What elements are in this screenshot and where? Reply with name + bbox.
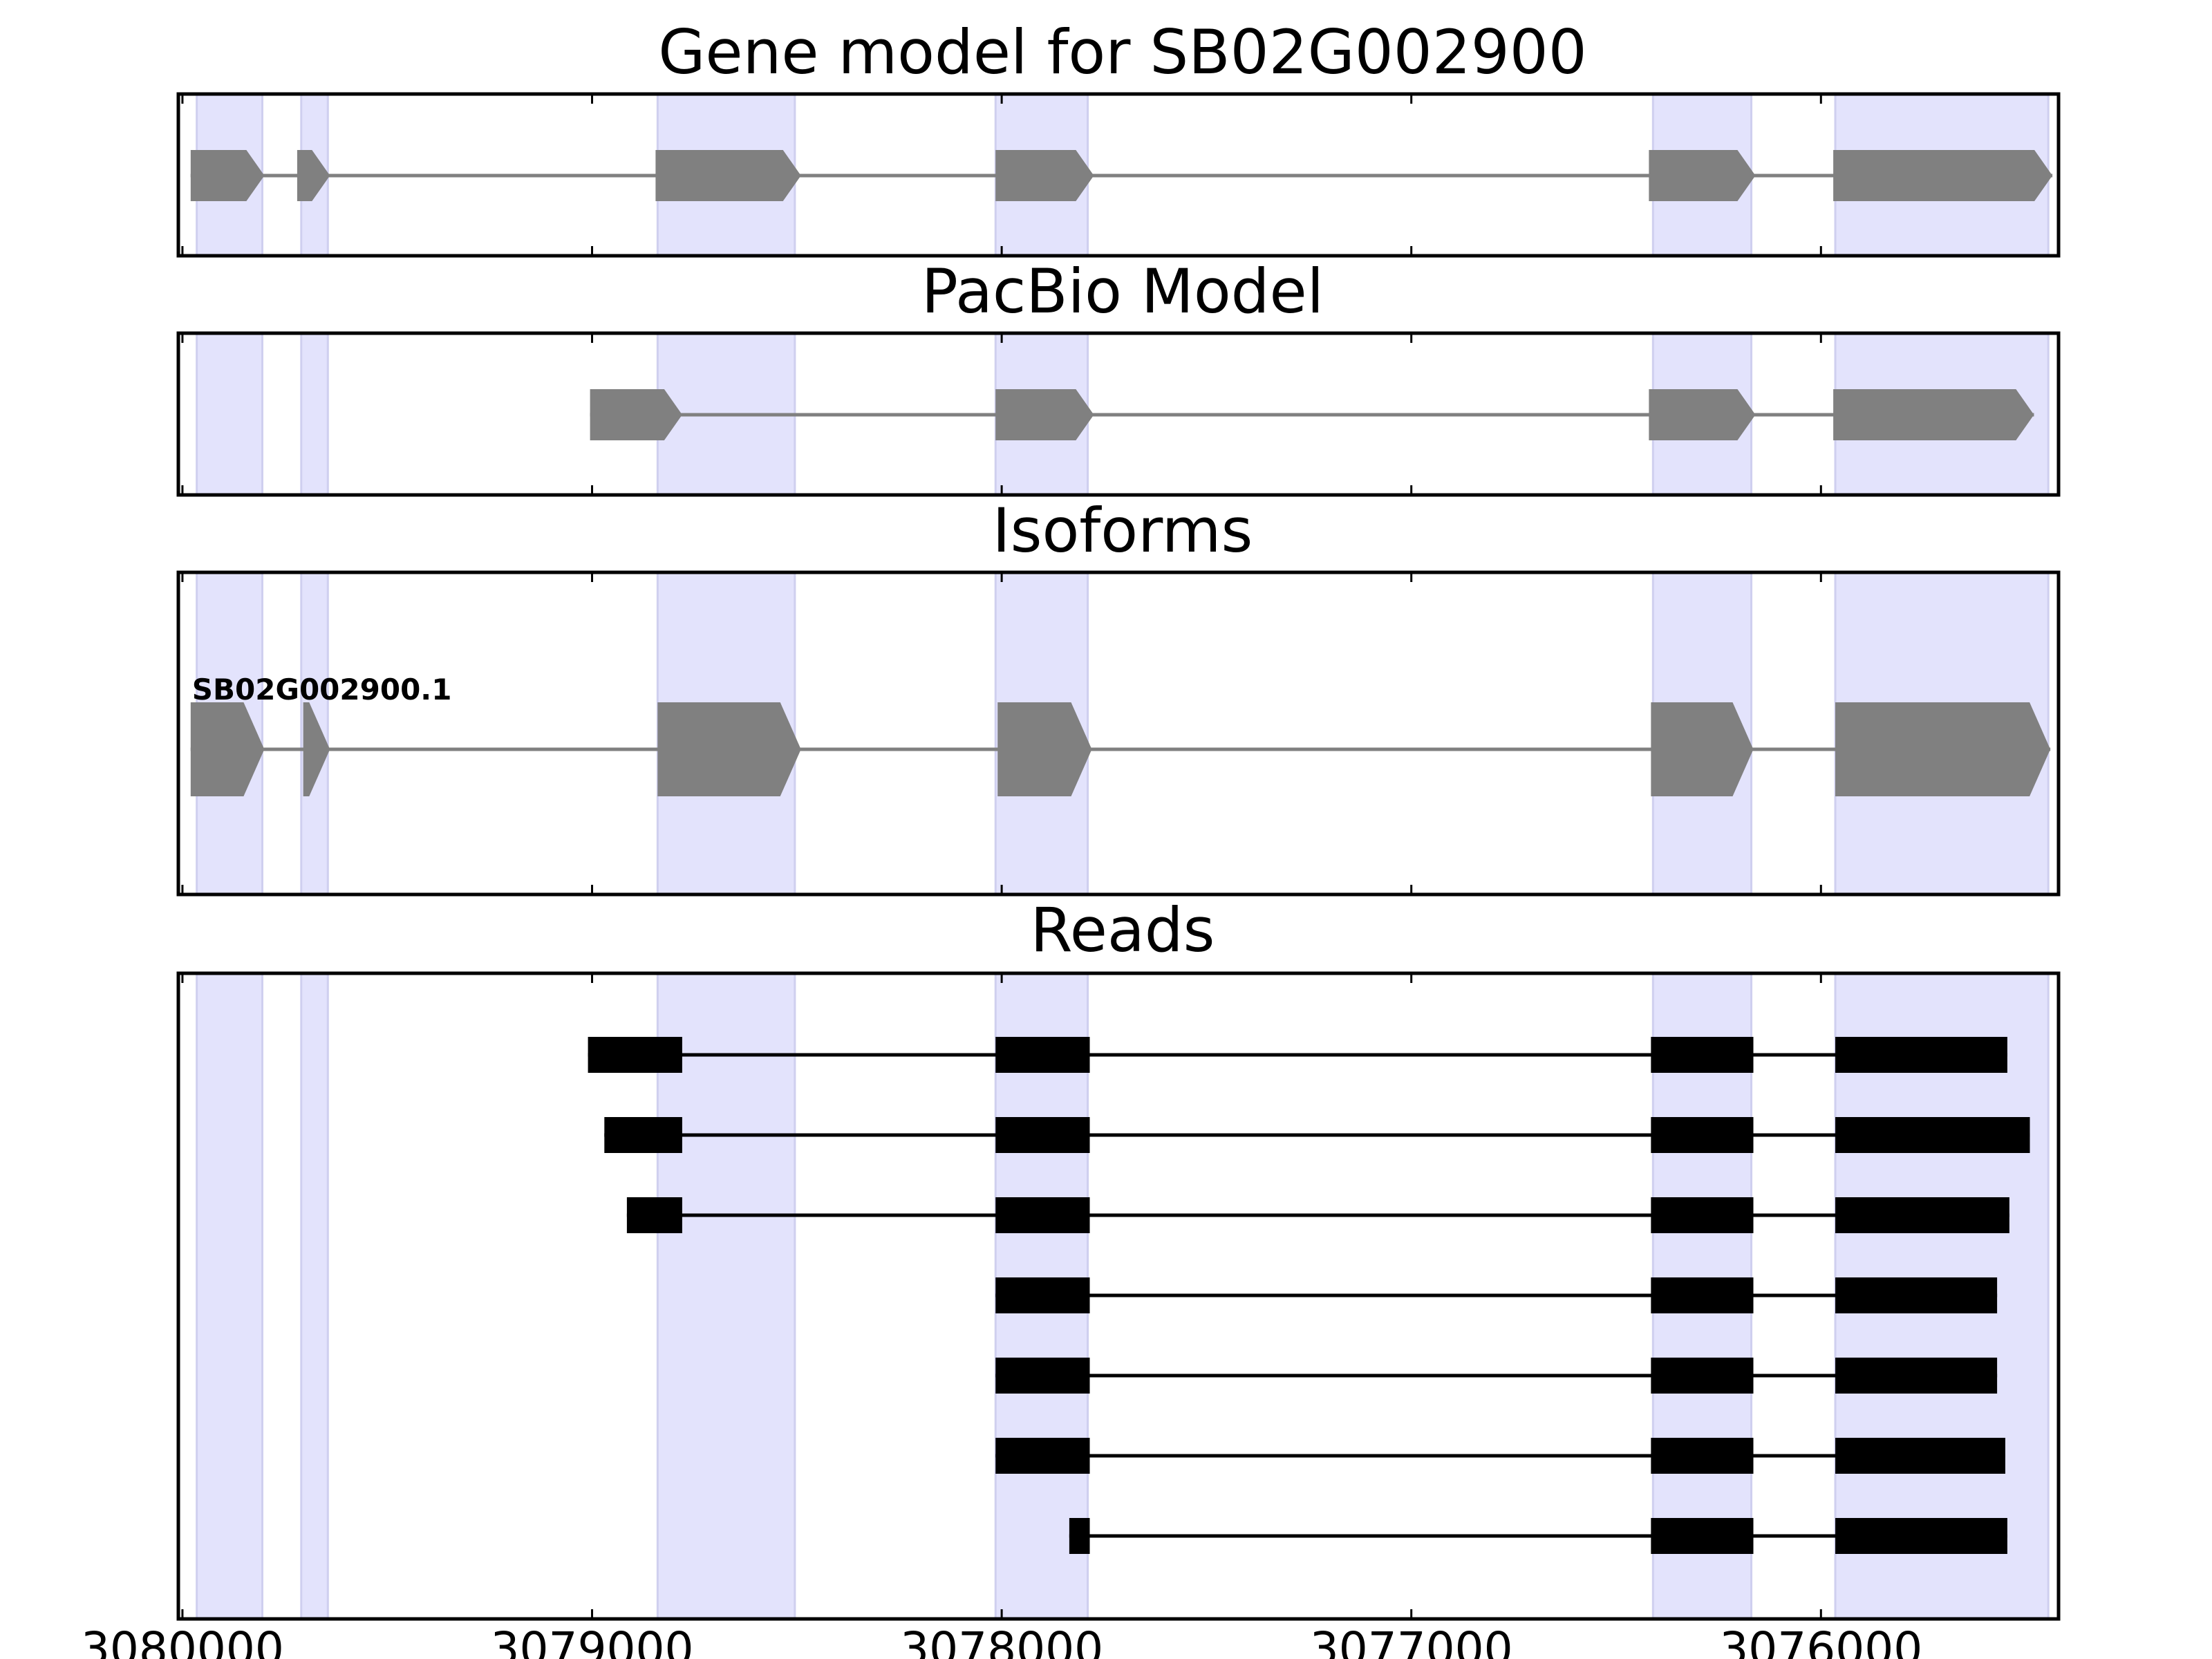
panel-frame [176, 971, 2061, 1621]
read-exon [1835, 1358, 1998, 1394]
exon-feature [995, 150, 1094, 201]
gene-track [190, 150, 2053, 201]
x-tick-label: 3076000 [1719, 1622, 1922, 1659]
panel-title: Reads [1031, 894, 1215, 966]
x-axis-tick-labels: 3080000 3079000 3078000 3077000 3076000 [81, 1622, 1922, 1659]
read-exon [1835, 1037, 2007, 1073]
read-exon [1651, 1518, 1754, 1554]
read-exon [1069, 1518, 1090, 1554]
read-exon [1835, 1518, 2007, 1554]
exon-feature [1649, 389, 1756, 440]
x-tick-label: 3080000 [81, 1622, 284, 1659]
exon-region-band [196, 972, 263, 1620]
read-track [995, 1277, 1998, 1313]
read-exon [995, 1277, 1090, 1313]
read-exon [995, 1358, 1090, 1394]
panel-3: SB02G002900.1 Isoforms [176, 495, 2061, 897]
read-track [588, 1037, 2007, 1073]
panel-2: PacBio Model [176, 256, 2061, 497]
read-exon [1835, 1277, 1998, 1313]
exon-feature [1833, 389, 2034, 440]
read-track [995, 1358, 1998, 1394]
read-exon [995, 1037, 1090, 1073]
panel-title: PacBio Model [921, 256, 1324, 327]
gene-track [590, 389, 2034, 440]
read-exon [1651, 1117, 1754, 1153]
read-exon [1835, 1117, 2030, 1153]
read-exon [1651, 1037, 1754, 1073]
exon-feature [1833, 150, 2053, 201]
read-exon [1835, 1438, 2005, 1474]
exon-feature [190, 150, 265, 201]
exon-feature [1649, 150, 1756, 201]
panel-1: Gene model for SB02G002900 [176, 17, 2061, 258]
read-exon [1835, 1197, 2009, 1233]
panel-title: Gene model for SB02G002900 [658, 17, 1587, 88]
exon-feature [190, 702, 265, 796]
exon-feature [995, 389, 1094, 440]
exon-feature [590, 389, 682, 440]
panel-frame [176, 570, 2061, 897]
read-exon [995, 1117, 1090, 1153]
exon-feature [1651, 702, 1754, 796]
panels-layer: Gene model for SB02G002900 PacBio Model SB… [176, 17, 2061, 1621]
read-exon [1651, 1277, 1754, 1313]
read-track [995, 1438, 2005, 1474]
exon-region-band [656, 972, 796, 1620]
panel-frame [176, 92, 2061, 258]
read-track [1069, 1518, 2007, 1554]
exon-feature [657, 702, 801, 796]
x-tick-label: 3079000 [491, 1622, 694, 1659]
exon-feature [303, 702, 330, 796]
panel-frame [176, 331, 2061, 497]
exon-feature [297, 150, 330, 201]
exon-region-band [196, 332, 263, 496]
exon-feature [997, 702, 1092, 796]
exon-feature [1835, 702, 2051, 796]
x-tick-label: 3078000 [900, 1622, 1103, 1659]
read-exon [995, 1197, 1090, 1233]
exon-feature [655, 150, 801, 201]
read-track [604, 1117, 2030, 1153]
read-exon [995, 1438, 1090, 1474]
read-exon [1651, 1438, 1754, 1474]
read-exon [1651, 1197, 1754, 1233]
gene-track [190, 702, 2051, 796]
exon-region-band [300, 972, 329, 1620]
isoform-label: SB02G002900.1 [192, 673, 452, 706]
read-exon [588, 1037, 682, 1073]
read-exon [626, 1197, 682, 1233]
read-exon [1651, 1358, 1754, 1394]
read-exon [604, 1117, 682, 1153]
panel-title: Isoforms [993, 495, 1253, 566]
exon-region-band [300, 332, 329, 496]
read-track [626, 1197, 2009, 1233]
panel-4: Reads [176, 894, 2061, 1621]
x-tick-label: 3077000 [1310, 1622, 1513, 1659]
